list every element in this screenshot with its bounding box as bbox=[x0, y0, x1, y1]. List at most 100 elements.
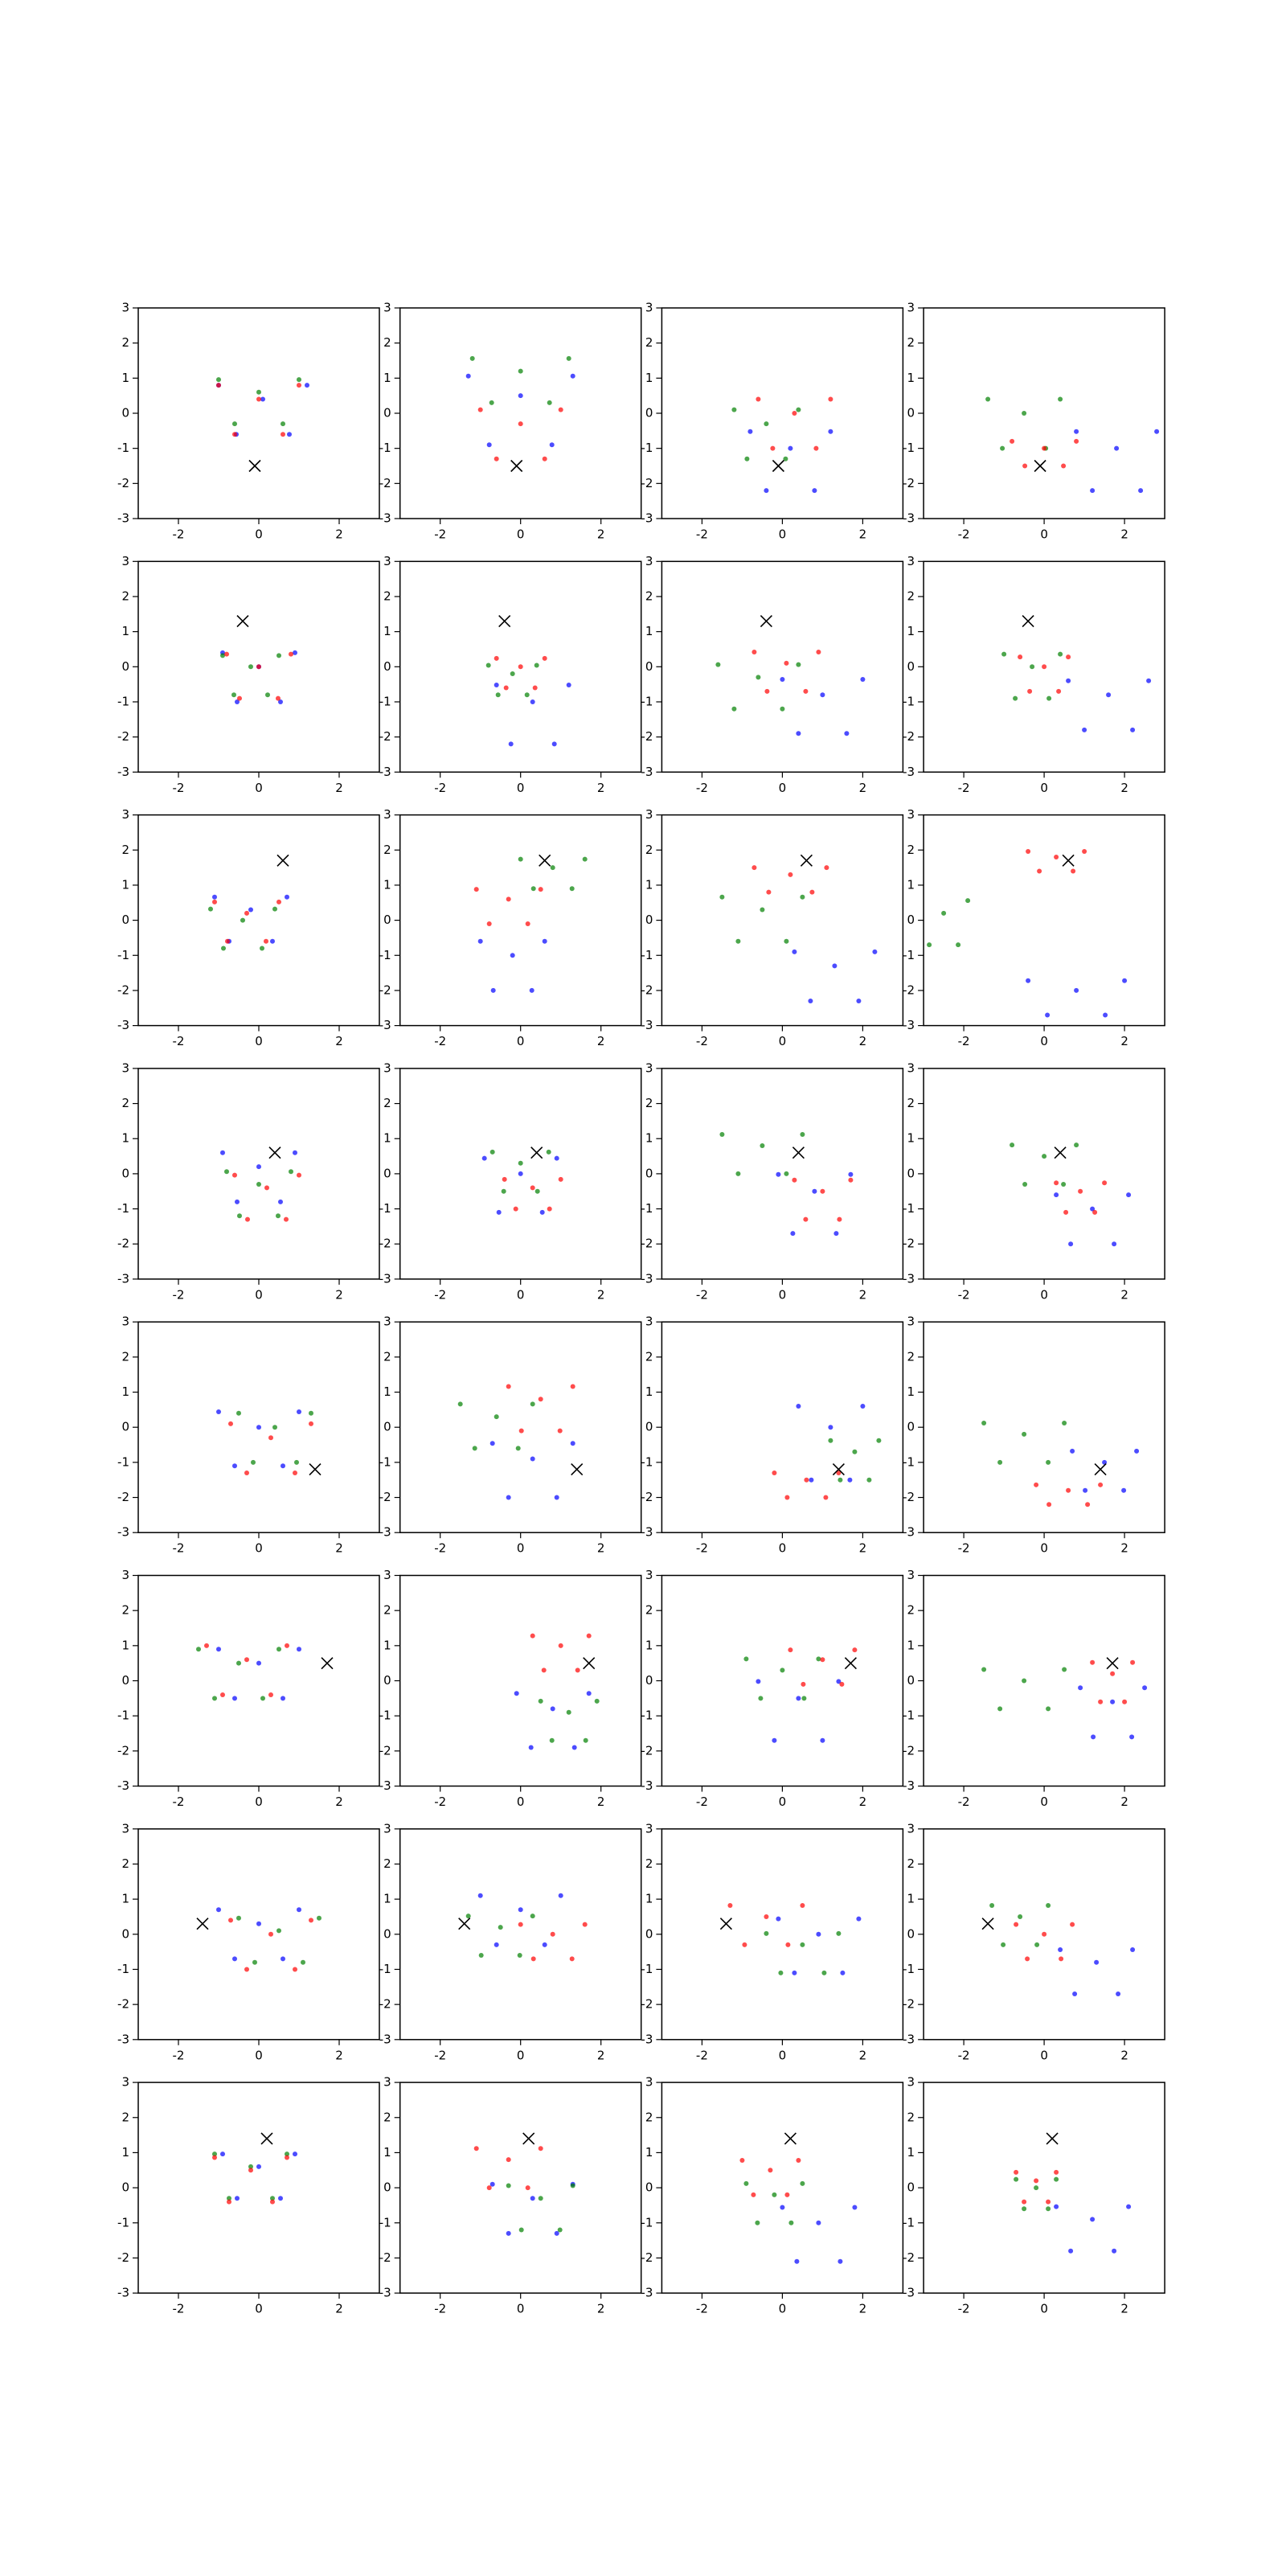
scatter-point bbox=[514, 1691, 519, 1696]
axes-frame bbox=[661, 1068, 904, 1280]
y-tick-label: -3 bbox=[117, 511, 129, 526]
scatter-point bbox=[546, 1149, 551, 1155]
subplot: -2 0 2 -3 -2 -1 0 1 2 3 bbox=[379, 554, 642, 795]
scatter-point bbox=[281, 1956, 285, 1962]
scatter-point bbox=[1042, 1154, 1047, 1159]
y-tick-label: -1 bbox=[379, 1708, 391, 1723]
scatter-point bbox=[276, 1928, 281, 1934]
x-marker bbox=[1054, 1146, 1067, 1159]
scatter-point bbox=[820, 692, 825, 698]
scatter-point bbox=[1071, 868, 1076, 874]
plot-area bbox=[1001, 614, 1152, 732]
y-tick-label: -1 bbox=[117, 1708, 129, 1723]
x-tick-label: 0 bbox=[779, 1795, 787, 1809]
scatter-point bbox=[278, 2196, 283, 2201]
x-tick-label: -2 bbox=[434, 1287, 446, 1302]
scatter-point bbox=[272, 1425, 277, 1430]
scatter-point bbox=[221, 945, 226, 951]
scatter-point bbox=[236, 1660, 241, 1666]
scatter-point bbox=[747, 429, 753, 434]
scatter-point bbox=[760, 1142, 765, 1148]
x-marker bbox=[1062, 854, 1075, 867]
scatter-point bbox=[216, 1409, 221, 1414]
x-tick-label: -2 bbox=[434, 1541, 446, 1556]
y-tick-label: -3 bbox=[117, 2286, 129, 2300]
scatter-point bbox=[204, 1643, 209, 1648]
scatter-point bbox=[297, 1647, 301, 1652]
x-marker bbox=[844, 1657, 857, 1670]
scatter-point bbox=[1083, 1487, 1088, 1493]
x-tick-label: 0 bbox=[255, 2048, 263, 2062]
x-tick-label: 0 bbox=[1040, 1541, 1048, 1556]
y-tick-label: 0 bbox=[121, 2180, 129, 2195]
x-tick-label: 2 bbox=[1120, 527, 1128, 542]
scatter-point bbox=[1142, 1685, 1148, 1691]
y-tick-label: 2 bbox=[121, 335, 129, 350]
x-tick-label: 2 bbox=[335, 2048, 343, 2062]
y-tick-label: 0 bbox=[121, 1926, 129, 1941]
scatter-point bbox=[566, 355, 571, 361]
scatter-point bbox=[1138, 488, 1144, 494]
scatter-point bbox=[772, 1737, 777, 1743]
axes-frame bbox=[661, 1574, 904, 1787]
plot-area bbox=[457, 1384, 584, 1500]
axes-frame bbox=[399, 814, 642, 1027]
x-tick-label: 0 bbox=[517, 2048, 525, 2062]
plot-area bbox=[212, 2132, 297, 2205]
scatter-point bbox=[1059, 1956, 1064, 1962]
subplot: -2 0 2 -3 -2 -1 0 1 2 3 bbox=[641, 2075, 904, 2316]
scatter-point bbox=[268, 1435, 273, 1441]
scatter-point bbox=[1058, 651, 1063, 657]
scatter-point bbox=[220, 2151, 225, 2157]
scatter-point bbox=[832, 963, 838, 969]
y-tick-label: -2 bbox=[379, 982, 391, 997]
x-marker bbox=[760, 614, 772, 628]
y-tick-label: 2 bbox=[383, 1603, 391, 1618]
scatter-point bbox=[287, 432, 292, 437]
y-tick-label: 3 bbox=[121, 554, 129, 568]
y-tick-label: -3 bbox=[641, 765, 653, 779]
x-tick-label: 2 bbox=[335, 1034, 343, 1048]
axes-frame bbox=[661, 1828, 904, 2041]
y-tick-label: -3 bbox=[379, 2032, 391, 2046]
scatter-point bbox=[788, 1647, 793, 1653]
scatter-point bbox=[1063, 1209, 1069, 1215]
scatter-point bbox=[1090, 1659, 1096, 1665]
scatter-point bbox=[1102, 1180, 1108, 1186]
x-tick-label: 0 bbox=[779, 1287, 787, 1302]
scatter-point bbox=[1116, 1991, 1121, 1997]
x-tick-label: 2 bbox=[859, 2048, 867, 2062]
y-tick-label: 3 bbox=[645, 1568, 653, 1582]
y-tick-label: -3 bbox=[379, 765, 391, 779]
scatter-point bbox=[1061, 463, 1067, 469]
x-tick-label: 2 bbox=[1120, 1795, 1128, 1809]
subplot: -2 0 2 -3 -2 -1 0 1 2 3 bbox=[903, 807, 1165, 1048]
scatter-point bbox=[788, 2220, 794, 2225]
y-tick-label: -2 bbox=[641, 2250, 653, 2265]
subplot: -2 0 2 -3 -2 -1 0 1 2 3 bbox=[903, 1315, 1165, 1556]
y-tick-label: 3 bbox=[383, 1315, 391, 1329]
scatter-point bbox=[571, 1745, 577, 1750]
scatter-point bbox=[1091, 1734, 1096, 1740]
scatter-point bbox=[1134, 1448, 1140, 1454]
scatter-point bbox=[784, 1495, 790, 1500]
y-tick-label: 3 bbox=[383, 1060, 391, 1075]
scatter-point bbox=[235, 1199, 240, 1204]
x-tick-label: -2 bbox=[958, 1287, 970, 1302]
scatter-point bbox=[232, 1956, 237, 1962]
plot-area bbox=[485, 614, 571, 747]
y-tick-label: 0 bbox=[645, 406, 653, 420]
scatter-point bbox=[490, 987, 496, 993]
y-tick-label: -1 bbox=[117, 2215, 129, 2229]
y-tick-label: 0 bbox=[907, 1420, 915, 1434]
y-tick-label: -3 bbox=[641, 2032, 653, 2046]
y-tick-label: -1 bbox=[903, 1454, 915, 1469]
axes-frame bbox=[137, 307, 380, 519]
y-tick-label: -1 bbox=[379, 2215, 391, 2229]
scatter-point bbox=[719, 1131, 725, 1137]
scatter-point bbox=[212, 2155, 217, 2160]
y-tick-label: -3 bbox=[117, 1018, 129, 1032]
x-tick-label: 2 bbox=[335, 781, 343, 795]
scatter-point bbox=[1126, 2204, 1132, 2209]
y-tick-label: 3 bbox=[383, 1568, 391, 1582]
